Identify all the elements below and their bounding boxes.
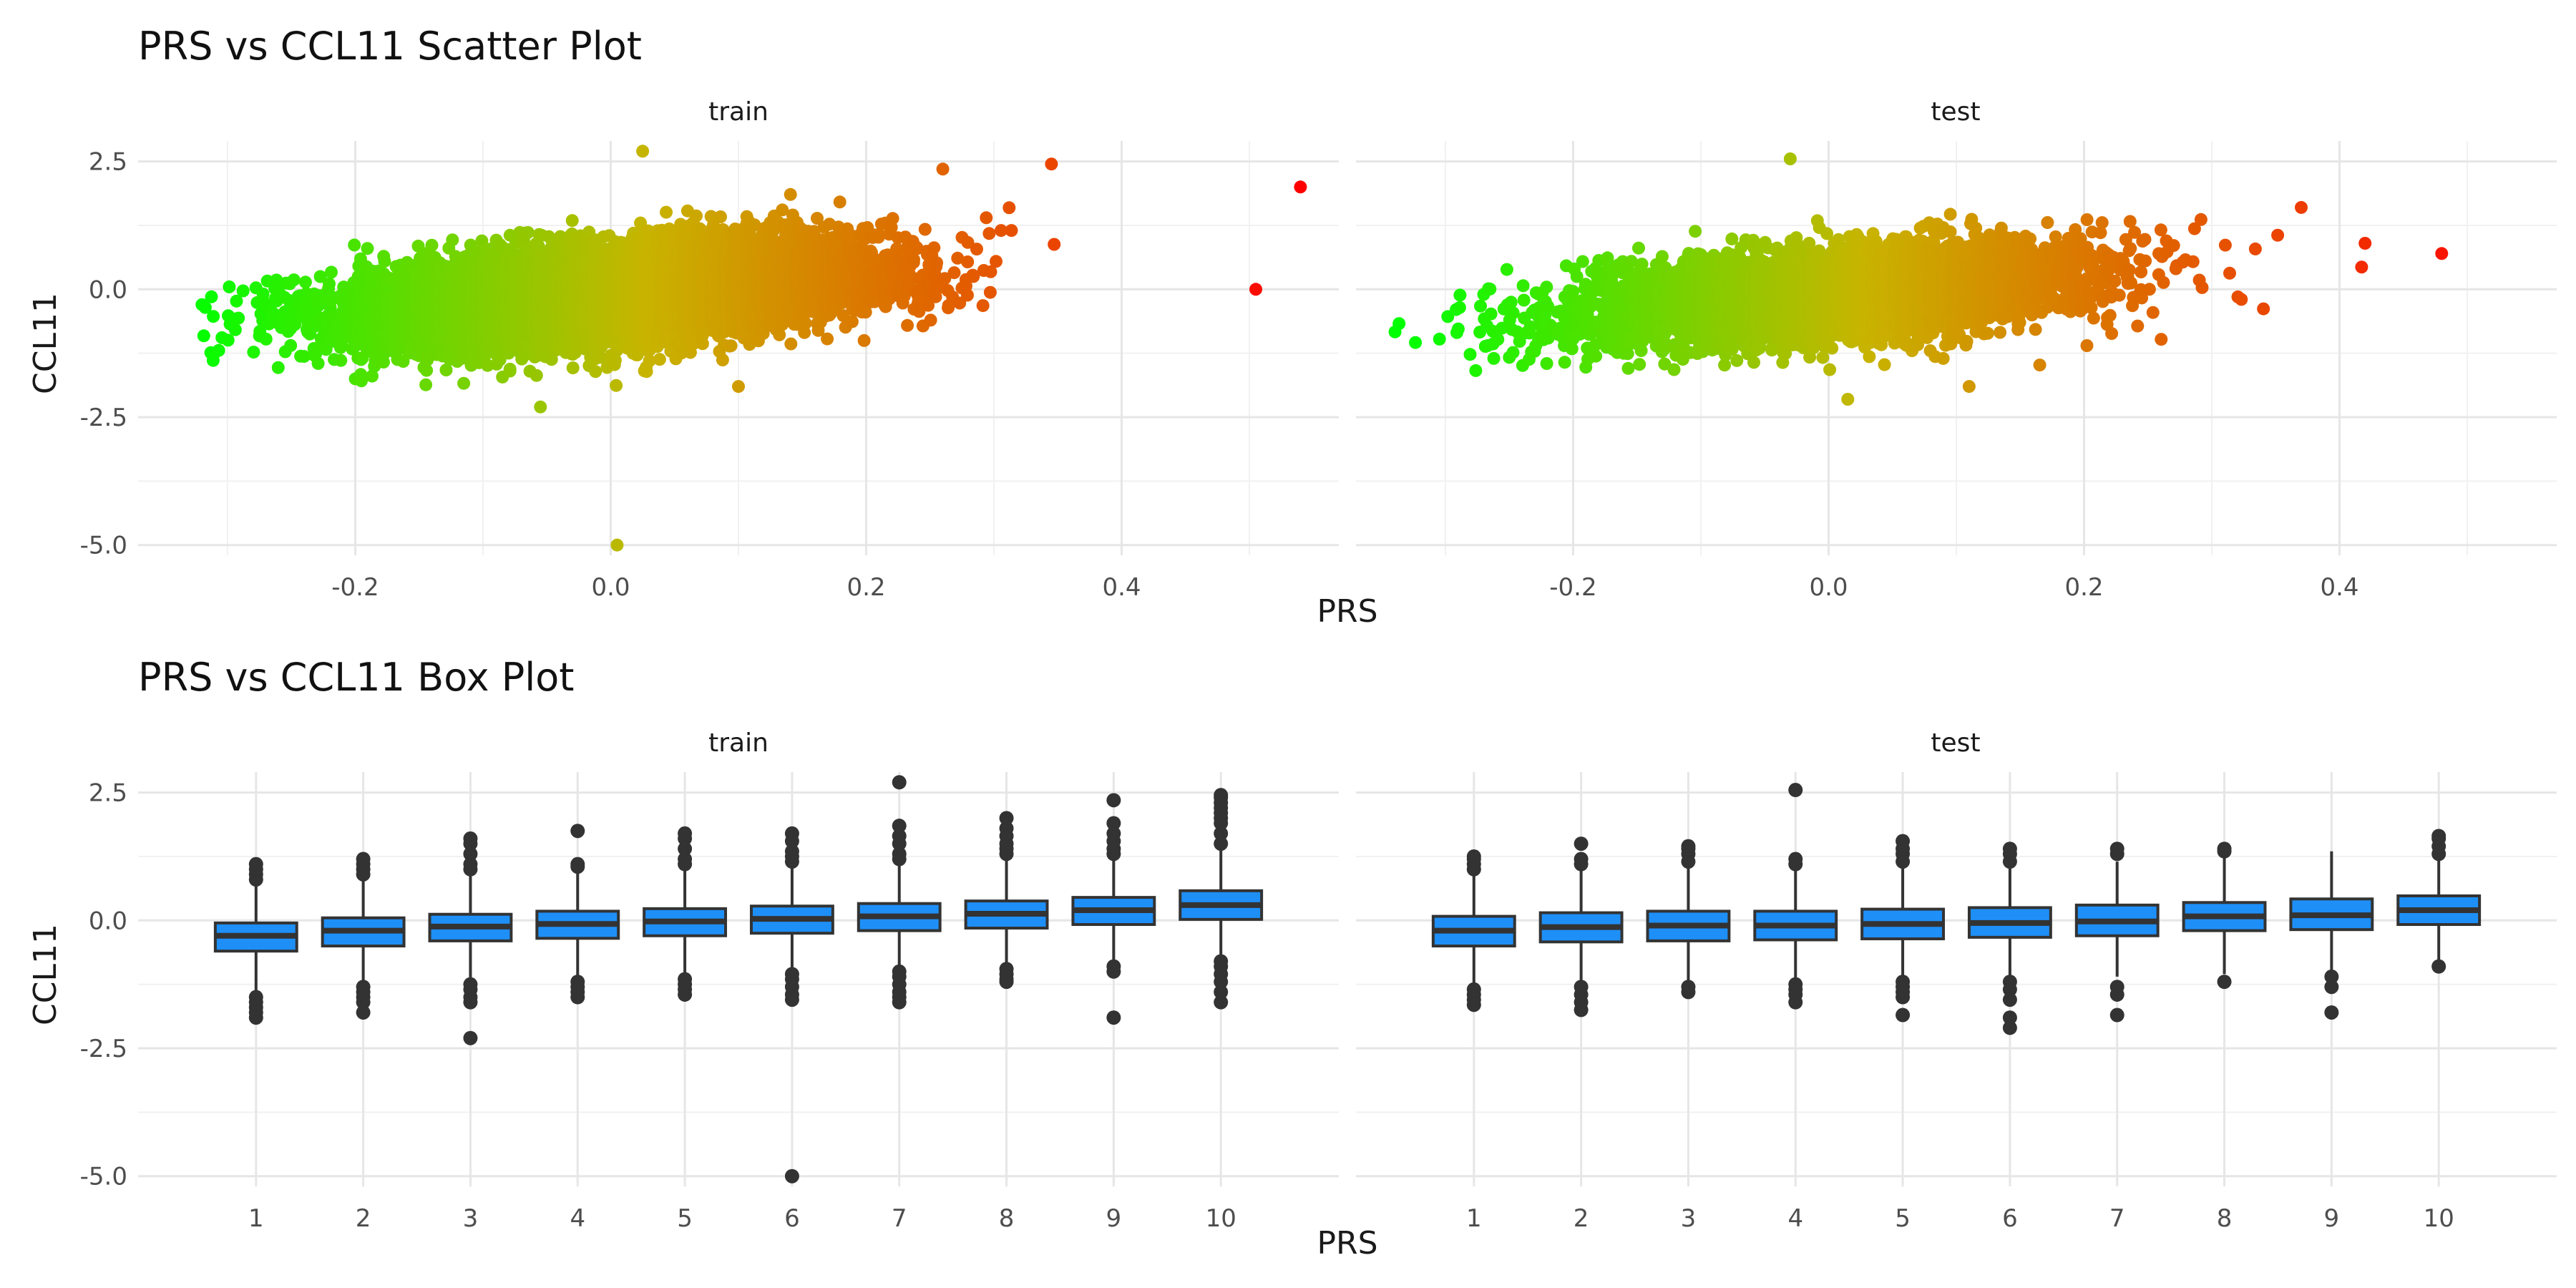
scatter-point xyxy=(270,273,283,287)
scatter-point xyxy=(457,376,471,390)
scatter-point xyxy=(259,332,273,346)
scatter-point xyxy=(309,347,323,361)
scatter-point xyxy=(348,238,361,252)
scatter-point xyxy=(287,273,301,287)
scatter-point xyxy=(232,311,245,325)
scatter-point xyxy=(198,301,212,314)
scatter-point xyxy=(361,242,374,255)
scatter-point xyxy=(236,284,250,298)
scatter-point xyxy=(396,355,410,368)
scatter-point xyxy=(378,255,391,268)
scatter-point xyxy=(297,350,311,364)
scatter-point xyxy=(230,294,243,308)
scatter-point xyxy=(446,233,459,247)
scatter-point xyxy=(212,343,225,357)
scatter-point xyxy=(425,238,439,252)
scatter-point xyxy=(256,287,270,301)
scatter-point xyxy=(366,369,379,383)
scatter-facet-label-test: test xyxy=(1931,97,1980,127)
scatter-point xyxy=(221,333,235,347)
scatter-point xyxy=(566,361,580,375)
scatter-point xyxy=(503,364,517,378)
scatter-point xyxy=(534,400,547,414)
scatter-point xyxy=(207,310,220,323)
scatter-chart: PRS vs CCL11 Scatter Plot train test 2.5… xyxy=(27,24,2557,630)
scatter-point xyxy=(247,346,260,359)
scatter-facet-label-train: train xyxy=(708,97,769,127)
scatter-point xyxy=(271,361,285,374)
scatter-point xyxy=(521,226,535,239)
scatter-point xyxy=(311,356,325,370)
scatter-points-train xyxy=(195,145,1307,552)
scatter-point xyxy=(197,329,210,343)
scatter-point xyxy=(565,214,579,228)
scatter-point xyxy=(419,378,433,391)
scatter-point xyxy=(355,374,368,388)
scatter-point xyxy=(223,280,236,293)
scatter-point xyxy=(530,369,543,382)
scatter-point xyxy=(205,290,218,303)
scatter-point xyxy=(334,353,348,367)
scatter-point xyxy=(323,277,336,291)
scatter-point xyxy=(610,538,624,552)
scatter-point xyxy=(610,379,623,392)
scatter-point xyxy=(325,265,338,279)
scatter-point xyxy=(298,275,312,289)
scatter-gridlines-test xyxy=(1356,141,2557,555)
scatter-point xyxy=(284,338,298,352)
scatter-point xyxy=(589,365,602,379)
scatter-point xyxy=(313,270,327,283)
scatter-point xyxy=(228,323,242,336)
scatter-title: PRS vs CCL11 Scatter Plot xyxy=(138,24,642,69)
